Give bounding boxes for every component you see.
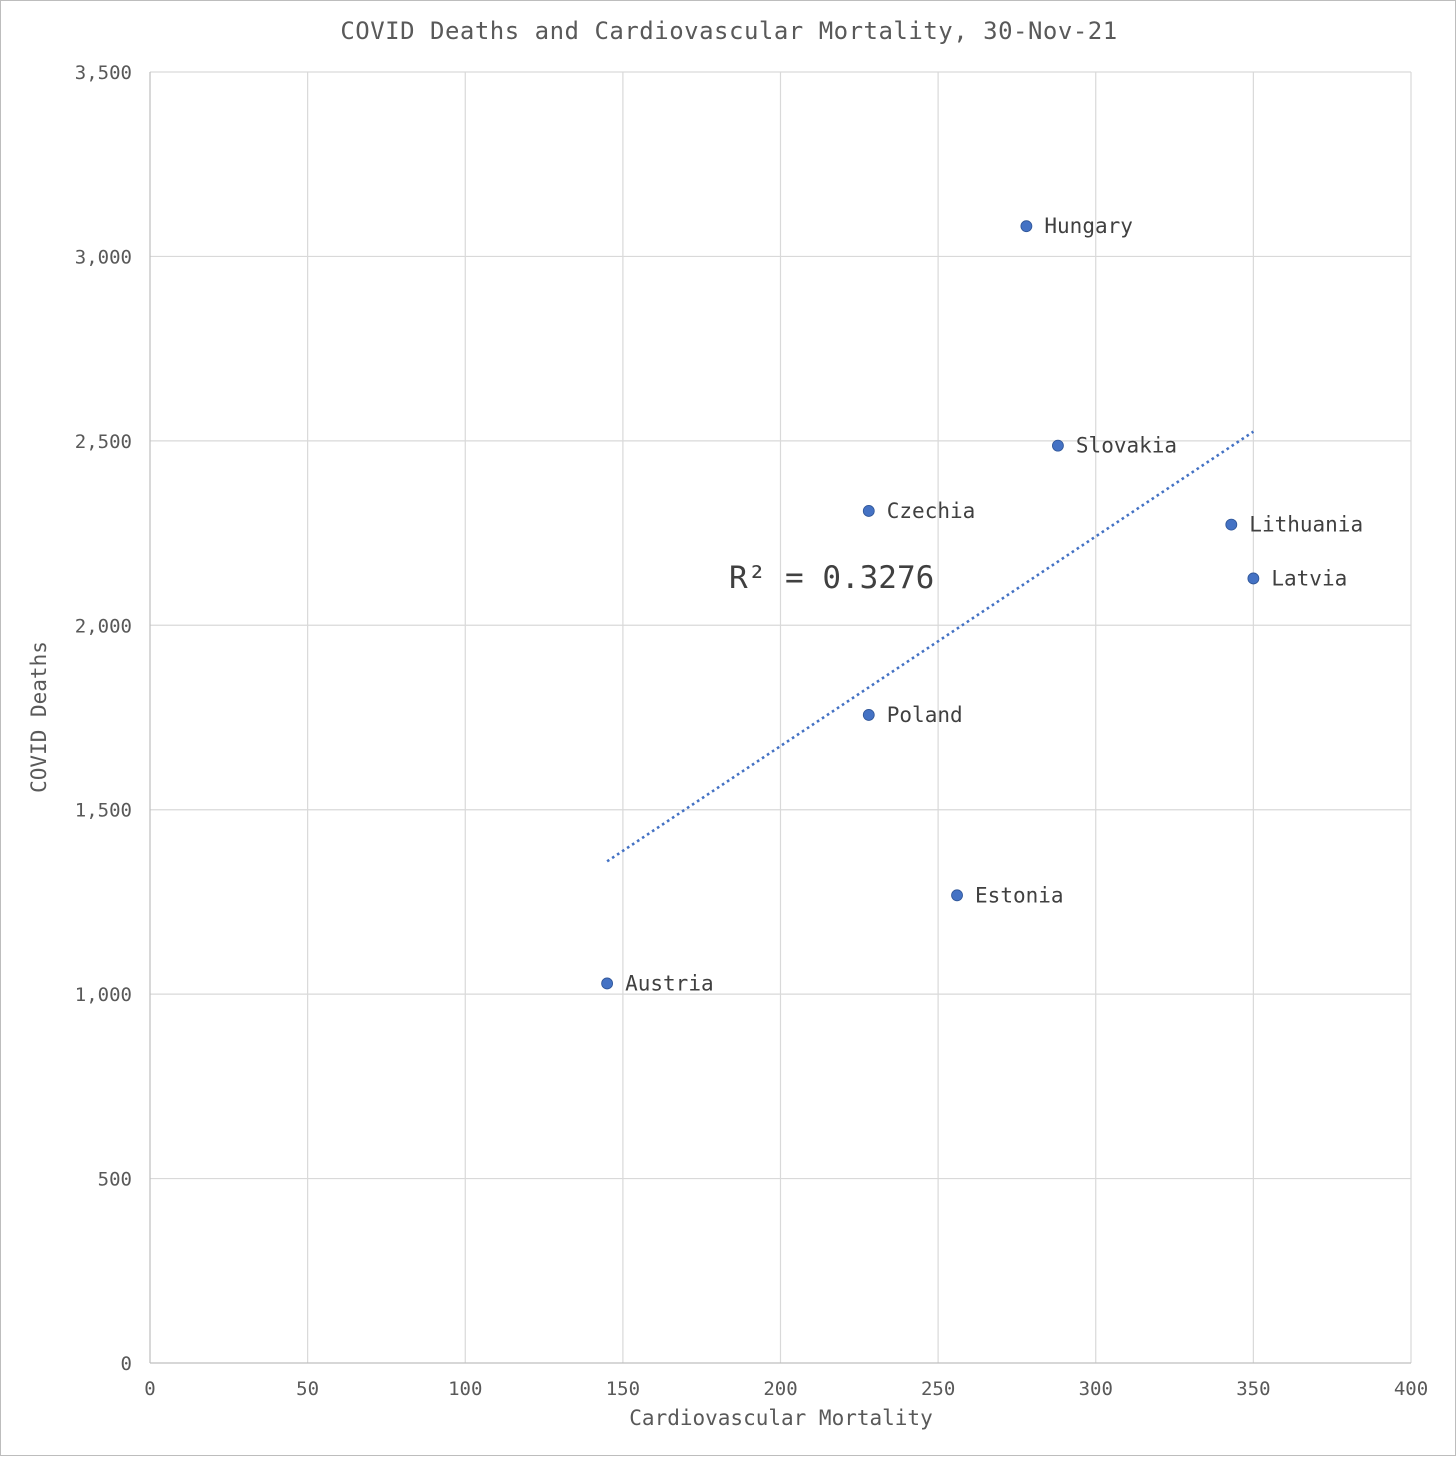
y-tick-label: 0 xyxy=(121,1353,132,1375)
data-label-czechia: Czechia xyxy=(887,499,976,523)
x-tick-label: 200 xyxy=(763,1378,797,1400)
y-tick-label: 500 xyxy=(98,1169,132,1191)
data-points: Austria Estonia Poland Czechia Slovakia Hunga… xyxy=(601,214,1363,995)
x-tick-label: 0 xyxy=(144,1378,155,1400)
data-point-hungary xyxy=(1020,220,1033,233)
data-point-austria xyxy=(601,977,614,990)
data-point-poland xyxy=(862,709,875,721)
data-point-estonia xyxy=(951,889,963,902)
data-point-latvia xyxy=(1247,572,1260,585)
x-tick-label: 250 xyxy=(921,1378,955,1400)
data-label-estonia: Estonia xyxy=(975,883,1064,907)
x-tick-label: 150 xyxy=(606,1378,640,1400)
trendline xyxy=(606,430,1255,863)
y-tick-label: 3,000 xyxy=(75,246,132,268)
data-label-austria: Austria xyxy=(625,971,714,995)
r-squared-label: R² = 0.3276 xyxy=(729,560,934,596)
x-tick-label: 300 xyxy=(1079,1378,1113,1400)
data-point-slovakia xyxy=(1052,439,1064,452)
data-label-lithuania: Lithuania xyxy=(1249,513,1363,537)
x-axis-label: Cardiovascular Mortality xyxy=(629,1406,932,1430)
axes xyxy=(149,72,1411,1364)
y-axis-label: COVID Deaths xyxy=(27,641,51,793)
y-tick-label: 2,000 xyxy=(75,615,132,637)
data-label-poland: Poland xyxy=(887,703,963,727)
x-tick-label: 100 xyxy=(448,1378,482,1400)
x-tick-label: 350 xyxy=(1236,1378,1270,1400)
x-tick-label: 400 xyxy=(1394,1378,1428,1400)
y-tick-label: 1,000 xyxy=(75,984,132,1006)
y-tick-label: 3,500 xyxy=(75,62,132,84)
trendline-layer xyxy=(606,430,1255,863)
y-tick-label: 1,500 xyxy=(75,800,132,822)
y-tick-label: 2,500 xyxy=(75,431,132,453)
chart-title: COVID Deaths and Cardiovascular Mortalit… xyxy=(340,17,1117,45)
grid-lines xyxy=(150,71,1412,1363)
data-point-czechia xyxy=(862,505,875,517)
x-tick-label: 50 xyxy=(296,1378,319,1400)
data-label-hungary: Hungary xyxy=(1044,214,1133,238)
data-point-lithuania xyxy=(1225,518,1238,531)
tick-labels: 0 50 100 150 200 250 300 350 400 0 500 1,000 1,500 2,… xyxy=(75,62,1428,1400)
data-label-slovakia: Slovakia xyxy=(1076,434,1177,458)
data-label-latvia: Latvia xyxy=(1271,566,1347,590)
